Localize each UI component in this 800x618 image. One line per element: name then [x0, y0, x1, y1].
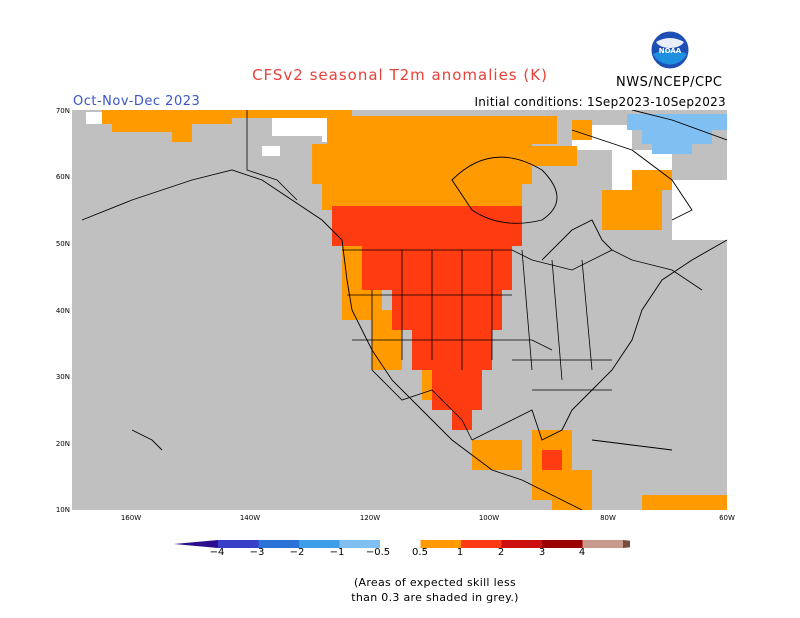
legend-swatch	[299, 540, 340, 548]
legend-label-3: 3	[538, 547, 546, 558]
legend-swatch	[582, 540, 623, 548]
coastline	[81, 110, 727, 510]
season-label: Oct-Nov-Dec 2023	[73, 94, 201, 109]
legend-swatch	[542, 540, 583, 548]
legend-swatch	[420, 540, 461, 548]
color-legend	[174, 540, 630, 548]
lat-label-50n: 50N	[55, 240, 70, 248]
lat-label-70n: 70N	[55, 107, 70, 115]
noaa-logo: NOAA	[650, 30, 690, 70]
borders	[246, 110, 703, 441]
map-title: CFSv2 seasonal T2m anomalies (K)	[252, 66, 548, 84]
legend-label-neg1: −1	[329, 547, 345, 558]
initial-conditions-label: Initial conditions: 1Sep2023-10Sep2023	[474, 95, 726, 109]
agency-label: NWS/NCEP/CPC	[616, 75, 723, 90]
lon-label-160w: 160W	[120, 514, 142, 522]
lon-label-60w: 60W	[719, 514, 735, 522]
lon-label-100w: 100W	[478, 514, 500, 522]
legend-swatch	[501, 540, 542, 548]
footnote-line-2: than 0.3 are shaded in grey.)	[351, 591, 519, 604]
legend-label-neg3: −3	[249, 547, 265, 558]
legend-swatches	[174, 540, 630, 548]
lon-label-80w: 80W	[600, 514, 616, 522]
legend-label-neg0-5: −0.5	[365, 547, 391, 558]
legend-label-0-5: 0.5	[412, 547, 428, 558]
lon-label-140w: 140W	[239, 514, 261, 522]
legend-label-1: 1	[456, 547, 464, 558]
legend-swatch	[380, 540, 421, 548]
legend-swatch	[258, 540, 299, 548]
legend-swatch	[218, 540, 259, 548]
legend-label-2: 2	[497, 547, 505, 558]
legend-label-4: 4	[578, 547, 586, 558]
footnote-line-1: (Areas of expected skill less	[353, 576, 517, 589]
lat-label-30n: 30N	[55, 373, 70, 381]
lon-label-120w: 120W	[359, 514, 381, 522]
legend-swatch	[461, 540, 502, 548]
noaa-logo-text: NOAA	[659, 47, 682, 55]
anomaly-1-to-2-areas	[332, 206, 562, 470]
anomaly-map	[72, 110, 727, 510]
legend-arrow-high	[623, 540, 630, 548]
legend-label-neg2: −2	[289, 547, 305, 558]
lat-label-10n: 10N	[55, 506, 70, 514]
lat-label-20n: 20N	[55, 440, 70, 448]
legend-arrow-low	[174, 540, 218, 548]
lat-label-60n: 60N	[55, 173, 70, 181]
legend-label-neg4: −4	[209, 547, 225, 558]
legend-swatch	[339, 540, 380, 548]
lat-label-40n: 40N	[55, 307, 70, 315]
